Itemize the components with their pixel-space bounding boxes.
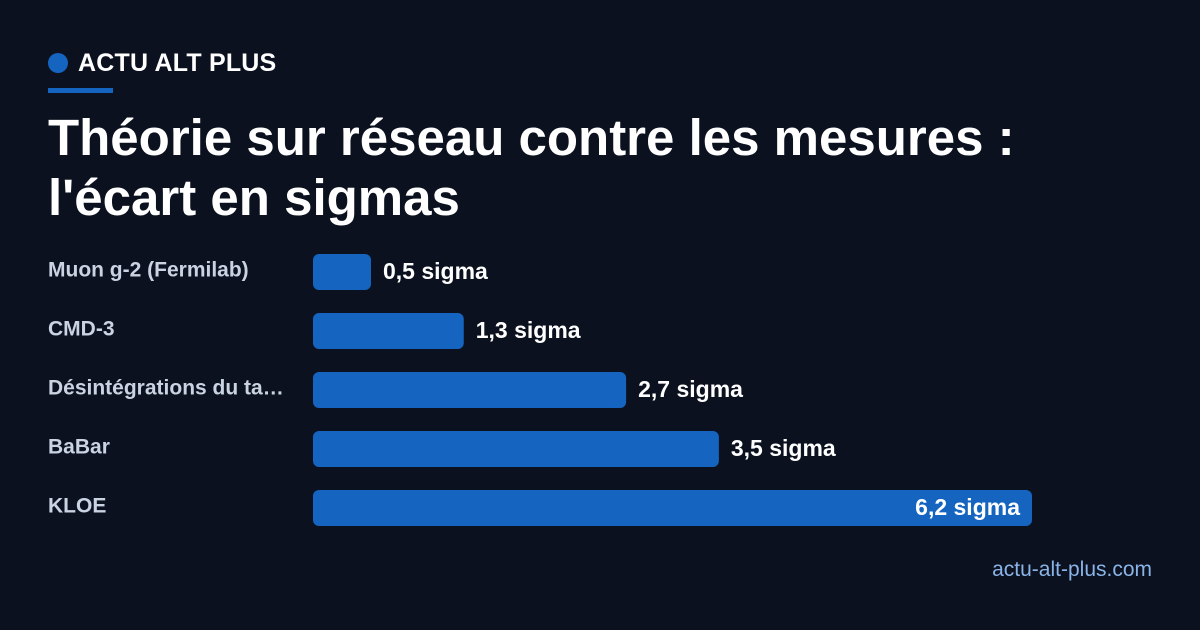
category-label: CMD-3 [48, 318, 115, 341]
site-url[interactable]: actu-alt-plus.com [992, 558, 1152, 581]
value-label: 1,3 sigma [476, 317, 581, 343]
value-label: 2,7 sigma [638, 376, 743, 402]
brand: ACTU ALT PLUS [48, 48, 276, 78]
value-label: 6,2 sigma [915, 494, 1020, 520]
chart-title: Théorie sur réseau contre les mesures : … [48, 109, 1015, 226]
bar [313, 431, 719, 467]
value-label: 3,5 sigma [731, 435, 836, 461]
category-label: BaBar [48, 436, 110, 459]
bar [313, 254, 371, 290]
category-label: Désintégrations du ta… [48, 377, 284, 400]
brand-name: ACTU ALT PLUS [78, 48, 277, 77]
value-label: 0,5 sigma [383, 258, 488, 284]
bar [313, 490, 1032, 526]
category-label: KLOE [48, 495, 106, 518]
bar [313, 313, 464, 349]
brand-dot-icon [48, 53, 68, 73]
category-label: Muon g-2 (Fermilab) [48, 259, 249, 282]
brand-underline [48, 88, 113, 93]
bar [313, 372, 627, 408]
